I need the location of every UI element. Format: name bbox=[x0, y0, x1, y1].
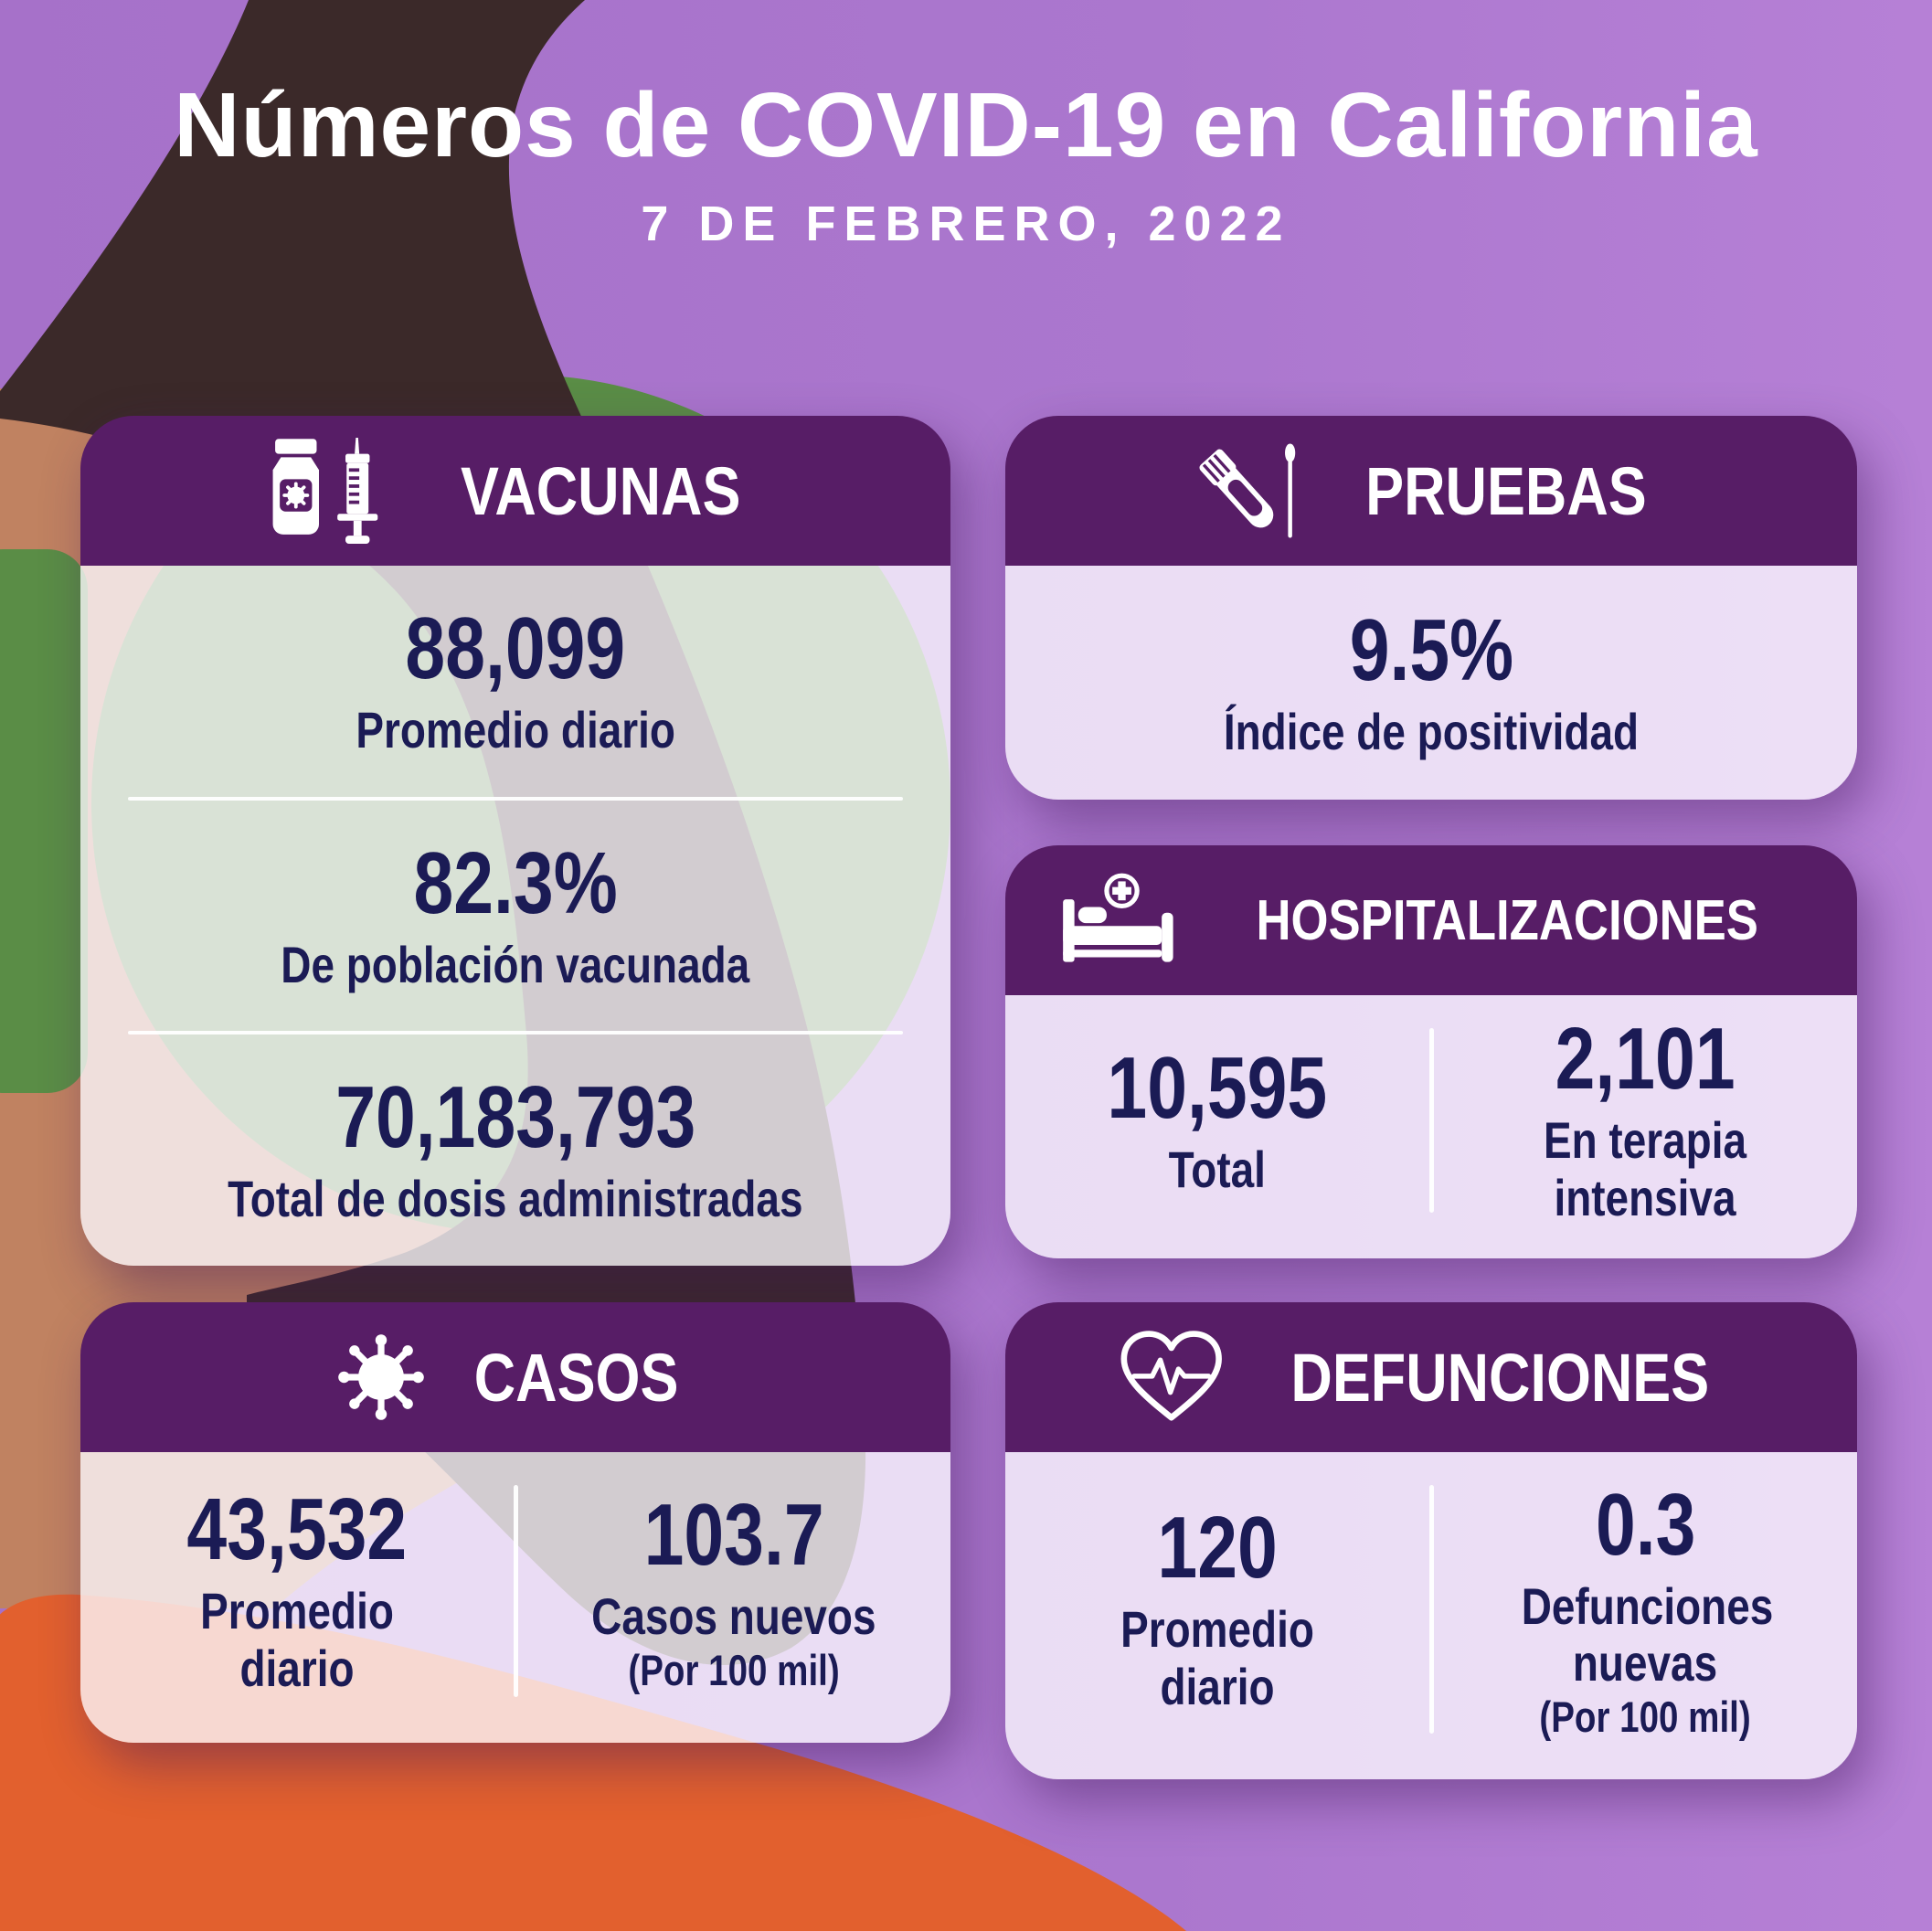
hospital-bed-icon bbox=[1059, 871, 1184, 970]
stat-population-vaccinated: 82.3% De población vacunada bbox=[80, 801, 950, 1032]
test-tube-swab-icon bbox=[1191, 440, 1313, 542]
hospitalizaciones-card: HOSPITALIZACIONES 10,595 Total 2,101 En … bbox=[1005, 845, 1857, 1258]
vacunas-card-body: 88,099 Promedio diario 82.3% De població… bbox=[80, 566, 950, 1266]
stat-icu: 2,101 En terapia intensiva bbox=[1434, 995, 1858, 1246]
stat-deaths-daily-average: 120 Promedio diario bbox=[1005, 1452, 1429, 1767]
stat-value: 0.3 bbox=[1595, 1475, 1695, 1574]
stat-label: De población vacunada bbox=[281, 935, 750, 993]
vaccine-vial-syringe-icon bbox=[266, 438, 409, 544]
stat-value: 70,183,793 bbox=[335, 1068, 695, 1167]
vacunas-card-header: VACUNAS bbox=[80, 416, 950, 566]
green-shape-bar bbox=[0, 549, 88, 1093]
defunciones-card: DEFUNCIONES 120 Promedio diario 0.3 Defu… bbox=[1005, 1302, 1857, 1779]
divider bbox=[128, 796, 903, 801]
stat-total-doses: 70,183,793 Total de dosis administradas bbox=[80, 1034, 950, 1266]
divider bbox=[128, 1031, 903, 1035]
stat-label: Casos nuevos bbox=[591, 1586, 876, 1645]
hospitalizaciones-card-title: HOSPITALIZACIONES bbox=[1256, 888, 1759, 952]
stat-vaccines-daily-average: 88,099 Promedio diario bbox=[80, 566, 950, 797]
stat-value: 10,595 bbox=[1107, 1038, 1328, 1137]
vacunas-card: VACUNAS 88,099 Promedio diario 82.3% De … bbox=[80, 416, 950, 1266]
divider bbox=[1428, 1485, 1434, 1734]
stat-value: 82.3% bbox=[413, 833, 618, 932]
stat-sublabel: (Por 100 mil) bbox=[1539, 1692, 1751, 1741]
stat-value: 88,099 bbox=[405, 599, 626, 698]
divider bbox=[1428, 1028, 1434, 1213]
virus-icon bbox=[334, 1330, 429, 1425]
defunciones-card-title: DEFUNCIONES bbox=[1290, 1339, 1710, 1416]
defunciones-card-body: 120 Promedio diario 0.3 Defunciones nuev… bbox=[1005, 1452, 1857, 1779]
pruebas-card-header: PRUEBAS bbox=[1005, 416, 1857, 566]
stat-value: 103.7 bbox=[643, 1486, 824, 1585]
stat-label: Promedio diario bbox=[1120, 1600, 1314, 1715]
page-date: 7 DE FEBRERO, 2022 bbox=[641, 196, 1291, 251]
hospitalizaciones-card-body: 10,595 Total 2,101 En terapia intensiva bbox=[1005, 995, 1857, 1258]
pruebas-card-body: 9.5% Índice de positividad bbox=[1005, 566, 1857, 800]
casos-card-body: 43,532 Promedio diario 103.7 Casos nuevo… bbox=[80, 1452, 950, 1743]
stat-label: Total bbox=[1168, 1140, 1266, 1198]
stat-label: Promedio diario bbox=[356, 700, 675, 759]
hospitalizaciones-card-header: HOSPITALIZACIONES bbox=[1005, 845, 1857, 995]
stat-positivity-rate: 9.5% Índice de positividad bbox=[1005, 566, 1857, 800]
stat-value: 2,101 bbox=[1555, 1010, 1736, 1109]
stat-cases-daily-average: 43,532 Promedio diario bbox=[80, 1452, 514, 1730]
stat-label: En terapia intensiva bbox=[1544, 1111, 1747, 1226]
defunciones-card-header: DEFUNCIONES bbox=[1005, 1302, 1857, 1452]
pruebas-card-title: PRUEBAS bbox=[1365, 452, 1647, 529]
stat-label: Defunciones nuevas bbox=[1521, 1576, 1774, 1692]
casos-card: CASOS 43,532 Promedio diario 103.7 Casos… bbox=[80, 1302, 950, 1743]
heart-pulse-icon bbox=[1116, 1329, 1226, 1426]
stat-value: 43,532 bbox=[186, 1480, 408, 1579]
page-title: Números de COVID-19 en California bbox=[174, 74, 1758, 176]
pruebas-card: PRUEBAS 9.5% Índice de positividad bbox=[1005, 416, 1857, 800]
stat-label: Total de dosis administradas bbox=[228, 1170, 803, 1228]
divider bbox=[513, 1485, 518, 1697]
stat-hospitalized-total: 10,595 Total bbox=[1005, 995, 1429, 1246]
stat-value: 9.5% bbox=[1349, 600, 1513, 699]
stat-label: Promedio diario bbox=[199, 1582, 394, 1697]
stat-value: 120 bbox=[1157, 1499, 1278, 1597]
casos-card-title: CASOS bbox=[474, 1339, 679, 1416]
casos-card-header: CASOS bbox=[80, 1302, 950, 1452]
stat-sublabel: (Por 100 mil) bbox=[628, 1645, 840, 1694]
vacunas-card-title: VACUNAS bbox=[460, 452, 741, 529]
stat-new-cases-rate: 103.7 Casos nuevos (Por 100 mil) bbox=[518, 1452, 951, 1730]
stat-new-deaths-rate: 0.3 Defunciones nuevas (Por 100 mil) bbox=[1434, 1452, 1858, 1767]
stat-label: Índice de positividad bbox=[1223, 702, 1640, 760]
page-header: Números de COVID-19 en California 7 DE F… bbox=[0, 79, 1932, 252]
